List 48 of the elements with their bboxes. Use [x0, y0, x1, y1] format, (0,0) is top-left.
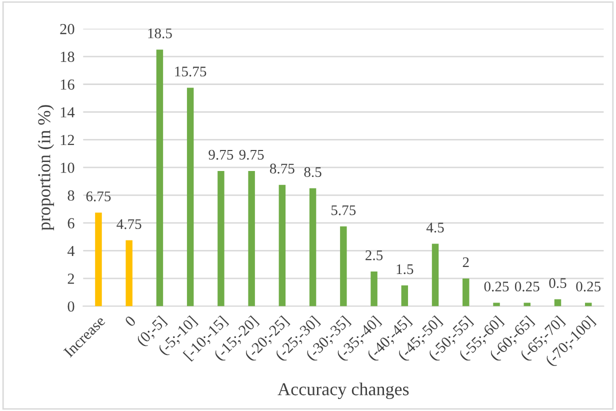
y-tick-label: 4: [67, 246, 75, 256]
bar: [156, 50, 164, 306]
bar: [401, 285, 408, 306]
data-label: 15.75: [175, 66, 206, 76]
bar: [309, 188, 316, 306]
y-tick-label: 2: [68, 274, 74, 284]
bar: [186, 88, 194, 306]
data-label: 2: [462, 257, 469, 268]
bar: [585, 302, 592, 306]
bar: [278, 184, 286, 306]
data-label: 1.5: [396, 264, 414, 274]
data-label: 0.25: [576, 282, 601, 292]
x-tick-label: 0: [124, 315, 136, 328]
y-tick-label: 10: [60, 162, 74, 173]
y-tick-label: 14: [60, 107, 75, 118]
data-label: 18.5: [148, 28, 172, 38]
y-tick-label: 18: [60, 52, 74, 62]
y-tick-label: 6: [68, 218, 74, 228]
bar: [432, 244, 439, 306]
y-tick-label: 16: [60, 79, 74, 90]
bar: [493, 302, 500, 306]
data-label: 0.25: [484, 282, 509, 292]
y-axis-title: proportion (in %): [38, 105, 54, 230]
data-label: 8.5: [304, 167, 322, 178]
y-tick-label: 12: [60, 134, 74, 146]
bar: [524, 302, 530, 306]
bar: [554, 299, 562, 306]
data-label: 0.5: [549, 278, 566, 288]
bar: [95, 212, 102, 306]
bar: [462, 278, 470, 306]
data-label: 5.75: [332, 205, 356, 216]
data-label: 4.75: [116, 219, 142, 230]
bar: [126, 240, 132, 306]
bar: [340, 226, 347, 306]
data-label: 6.75: [86, 191, 111, 202]
bar: [370, 272, 378, 306]
y-tick-label: 8: [68, 190, 74, 201]
data-label: 9.75: [239, 150, 264, 160]
data-label: 0.25: [514, 282, 540, 292]
y-tick-label: 20: [60, 24, 74, 34]
y-tick-label: 0: [68, 301, 74, 312]
data-label: 2.5: [366, 250, 383, 260]
data-label: 9.75: [208, 150, 234, 160]
data-label: 8.75: [270, 164, 294, 174]
bar: [248, 170, 255, 306]
bar: [218, 170, 224, 306]
x-axis-title: Accuracy changes: [278, 382, 409, 400]
data-label: 4.5: [426, 222, 444, 233]
